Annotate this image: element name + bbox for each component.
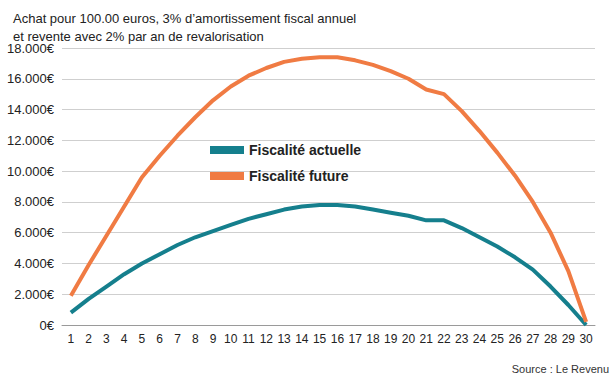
svg-text:Achat pour 100.00 euros, 3% d’: Achat pour 100.00 euros, 3% d’amortissem… xyxy=(13,11,356,26)
svg-text:0€: 0€ xyxy=(40,318,55,333)
svg-text:10: 10 xyxy=(224,332,238,346)
svg-text:12: 12 xyxy=(260,332,274,346)
svg-text:et revente avec 2% par an de r: et revente avec 2% par an de revalorisat… xyxy=(13,29,264,44)
svg-text:20: 20 xyxy=(402,332,416,346)
svg-text:29: 29 xyxy=(562,332,576,346)
svg-text:19: 19 xyxy=(384,332,398,346)
svg-text:14.000€: 14.000€ xyxy=(7,102,55,117)
svg-text:22: 22 xyxy=(437,332,451,346)
svg-text:14: 14 xyxy=(295,332,309,346)
svg-text:16.000€: 16.000€ xyxy=(7,71,55,86)
svg-text:18.000€: 18.000€ xyxy=(7,40,54,56)
svg-text:30: 30 xyxy=(579,332,593,346)
svg-text:15: 15 xyxy=(313,332,327,346)
svg-text:9: 9 xyxy=(210,332,217,346)
svg-text:12.000€: 12.000€ xyxy=(7,133,55,148)
svg-text:10.000€: 10.000€ xyxy=(7,164,55,179)
svg-text:17: 17 xyxy=(348,332,362,346)
svg-text:Fiscalité future: Fiscalité future xyxy=(249,168,349,184)
svg-text:28: 28 xyxy=(544,332,558,346)
svg-text:Source : Le Revenu: Source : Le Revenu xyxy=(512,363,609,375)
svg-text:4: 4 xyxy=(121,332,128,346)
svg-text:2.000€: 2.000€ xyxy=(14,287,55,302)
svg-text:4.000€: 4.000€ xyxy=(14,256,55,271)
svg-text:8.000€: 8.000€ xyxy=(14,194,55,209)
svg-text:6: 6 xyxy=(156,332,163,346)
svg-text:3: 3 xyxy=(103,332,110,346)
svg-text:11: 11 xyxy=(242,332,255,346)
svg-text:21: 21 xyxy=(420,332,434,346)
svg-text:18: 18 xyxy=(366,332,380,346)
svg-text:7: 7 xyxy=(174,332,181,346)
svg-text:25: 25 xyxy=(491,332,505,346)
svg-text:26: 26 xyxy=(508,332,522,346)
svg-text:16: 16 xyxy=(331,332,345,346)
svg-text:23: 23 xyxy=(455,332,469,346)
svg-text:Fiscalité actuelle: Fiscalité actuelle xyxy=(249,142,361,158)
svg-text:8: 8 xyxy=(192,332,199,346)
svg-text:27: 27 xyxy=(526,332,540,346)
svg-text:24: 24 xyxy=(473,332,487,346)
svg-text:2: 2 xyxy=(85,332,92,346)
svg-text:6.000€: 6.000€ xyxy=(14,225,55,240)
svg-text:1: 1 xyxy=(68,332,75,346)
svg-text:5: 5 xyxy=(139,332,146,346)
svg-text:13: 13 xyxy=(277,332,291,346)
